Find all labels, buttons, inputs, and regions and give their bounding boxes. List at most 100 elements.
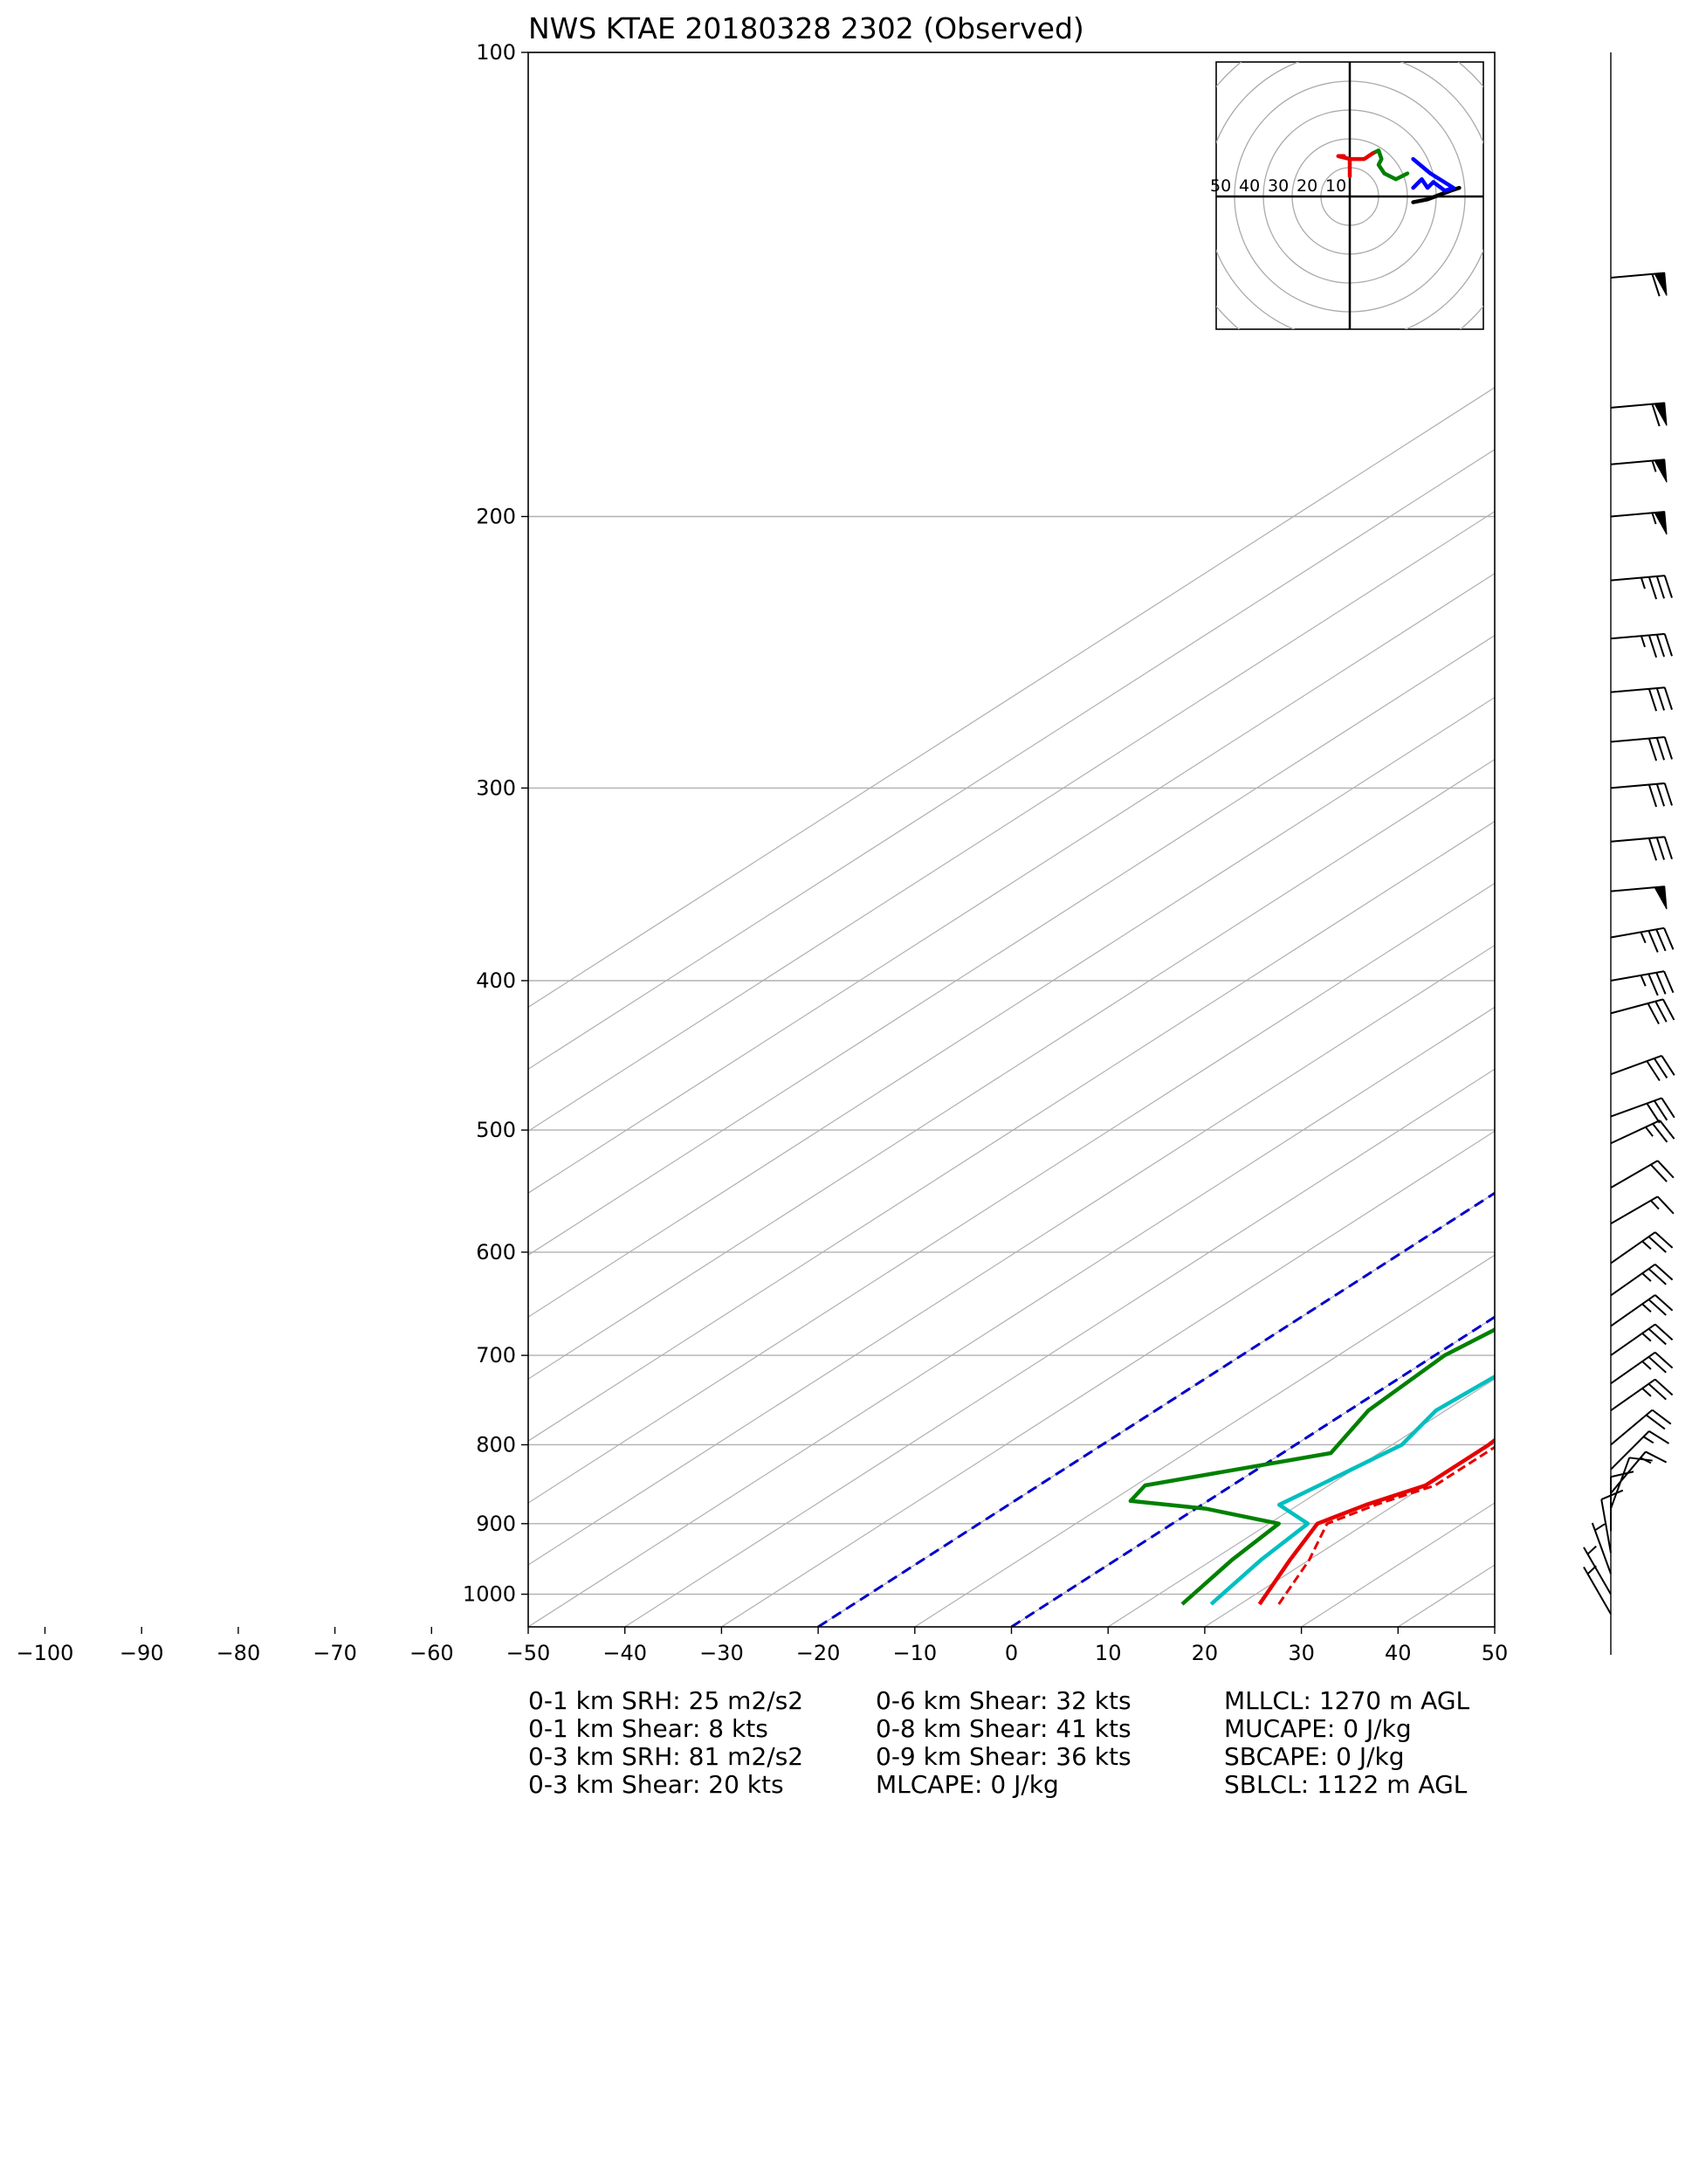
pressure-tick-label: 900 (476, 1512, 516, 1536)
isotherm-guide-line (817, 1191, 1495, 1627)
hodograph-ring-label: 50 (1210, 176, 1231, 196)
stat-line: 0-9 km Shear: 36 kts (876, 1742, 1132, 1771)
wetbulb-line (1209, 1374, 1495, 1606)
temperature-tick-label: −100 (17, 1641, 74, 1665)
isotherm-line (528, 387, 1495, 1009)
isotherm-line (528, 820, 1495, 1442)
wind-barb (1610, 1195, 1675, 1225)
isotherm-line (914, 1254, 1495, 1627)
wind-barbs (1583, 272, 1675, 1615)
temperature-tick-label: −10 (892, 1641, 937, 1665)
stat-line: 0-3 km Shear: 20 kts (528, 1770, 784, 1799)
pressure-tick-label: 100 (476, 40, 516, 65)
stat-line: SBCAPE: 0 J/kg (1224, 1742, 1405, 1771)
stat-line: 0-1 km Shear: 8 kts (528, 1714, 768, 1743)
wind-barb (1583, 1545, 1612, 1595)
wind-barb (1600, 1489, 1624, 1554)
hodograph-trace (1336, 151, 1375, 179)
stat-line: SBLCL: 1122 m AGL (1224, 1770, 1468, 1799)
temperature-axis: −100 −90 −80 −70 −60 −50 −40 −30 −20 −10 0 10 20 30 40… (17, 1627, 1509, 1665)
pressure-axis: 100 200 300 400 500 600 700 800 900 1000 (463, 40, 528, 1607)
pressure-tick-label: 800 (476, 1432, 516, 1457)
wind-barb (1610, 998, 1675, 1025)
wind-barb (1610, 1231, 1674, 1264)
parcel-line (1613, 228, 1699, 1365)
hodograph-ring-label: 10 (1325, 176, 1346, 196)
temperature-tick-label: 0 (1005, 1641, 1018, 1665)
hodograph-ring-label: 20 (1297, 176, 1317, 196)
temperature-line (1257, 1437, 1495, 1606)
temperature-tick-label: 50 (1482, 1641, 1509, 1665)
wind-barb (1610, 1323, 1674, 1356)
temperature-tick-label: 10 (1095, 1641, 1122, 1665)
stat-line: 0-1 km SRH: 25 m2/s2 (528, 1686, 803, 1715)
isotherm-line (528, 634, 1495, 1256)
temperature-tick-label: −80 (217, 1641, 261, 1665)
profile-series (1128, 228, 1699, 1606)
isotherm-line (528, 944, 1495, 1566)
hodograph-ring-label: 40 (1239, 176, 1260, 196)
isotherm-line (528, 1006, 1495, 1627)
chart-title: NWS KTAE 20180328 2302 (Observed) (528, 11, 1084, 45)
stat-line: MLLCL: 1270 m AGL (1224, 1686, 1470, 1715)
isotherm-line (528, 572, 1495, 1194)
isotherm-line (528, 696, 1495, 1318)
hodograph-trace (1411, 185, 1462, 204)
hodograph-trace (1371, 148, 1410, 182)
hodograph-inset: 50 40 30 20 10 (1210, 61, 1484, 330)
stat-line: 0-6 km Shear: 32 kts (876, 1686, 1132, 1715)
stat-line: MLCAPE: 0 J/kg (876, 1770, 1059, 1799)
wind-barb (1610, 511, 1668, 535)
wind-barb (1610, 1097, 1675, 1124)
temperature-tick-label: 20 (1192, 1641, 1219, 1665)
temperature-tick-label: −50 (506, 1641, 551, 1665)
stat-line: MUCAPE: 0 J/kg (1224, 1714, 1412, 1743)
wind-barb (1610, 272, 1668, 297)
hodograph-trace (1411, 156, 1456, 193)
stat-line: 0-8 km Shear: 41 kts (876, 1714, 1132, 1743)
wind-barb (1610, 1160, 1675, 1189)
wind-barb (1610, 1457, 1653, 1509)
wind-barb (1610, 1351, 1674, 1385)
plot-grid (528, 52, 1495, 1627)
wind-barb (1610, 575, 1673, 600)
pressure-tick-label: 400 (476, 968, 516, 993)
wind-barb (1610, 782, 1673, 808)
wind-barb (1610, 632, 1673, 658)
virtual-temperature-line (1277, 1445, 1495, 1605)
temperature-tick-label: −40 (602, 1641, 647, 1665)
temperature-tick-label: −90 (120, 1641, 164, 1665)
wind-barb (1583, 1565, 1612, 1615)
wind-barb (1610, 970, 1675, 996)
wind-barb (1610, 686, 1673, 712)
wind-barb (1610, 836, 1673, 861)
isotherm-line (528, 882, 1495, 1504)
wind-barb (1610, 1264, 1674, 1297)
wind-barb (1610, 458, 1668, 483)
pressure-tick-label: 500 (476, 1118, 516, 1142)
temperature-tick-label: −30 (699, 1641, 744, 1665)
wind-barb (1610, 736, 1673, 761)
wind-barb (1610, 1294, 1674, 1327)
isotherm-line (528, 510, 1495, 1133)
wind-barb (1610, 1471, 1634, 1532)
isotherm-guide-line (1010, 1315, 1495, 1627)
pressure-tick-label: 200 (476, 504, 516, 528)
wind-barb (1610, 927, 1675, 953)
wind-barb (1610, 1378, 1674, 1411)
wind-barb (1591, 1522, 1612, 1574)
wind-barb (1610, 402, 1668, 427)
temperature-tick-label: 40 (1385, 1641, 1412, 1665)
stat-line: 0-3 km SRH: 81 m2/s2 (528, 1742, 803, 1771)
isotherm-line (624, 1068, 1495, 1627)
hodograph-ring-label: 30 (1268, 176, 1289, 196)
isotherm-guides (817, 1191, 1495, 1627)
isotherm-line (721, 1130, 1495, 1627)
wind-barb (1610, 1055, 1675, 1082)
dewpoint-line (1128, 1327, 1495, 1606)
wind-barb (1610, 1120, 1675, 1145)
wind-barb (1610, 1430, 1669, 1471)
temperature-tick-label: −60 (409, 1641, 454, 1665)
temperature-tick-label: −20 (796, 1641, 841, 1665)
